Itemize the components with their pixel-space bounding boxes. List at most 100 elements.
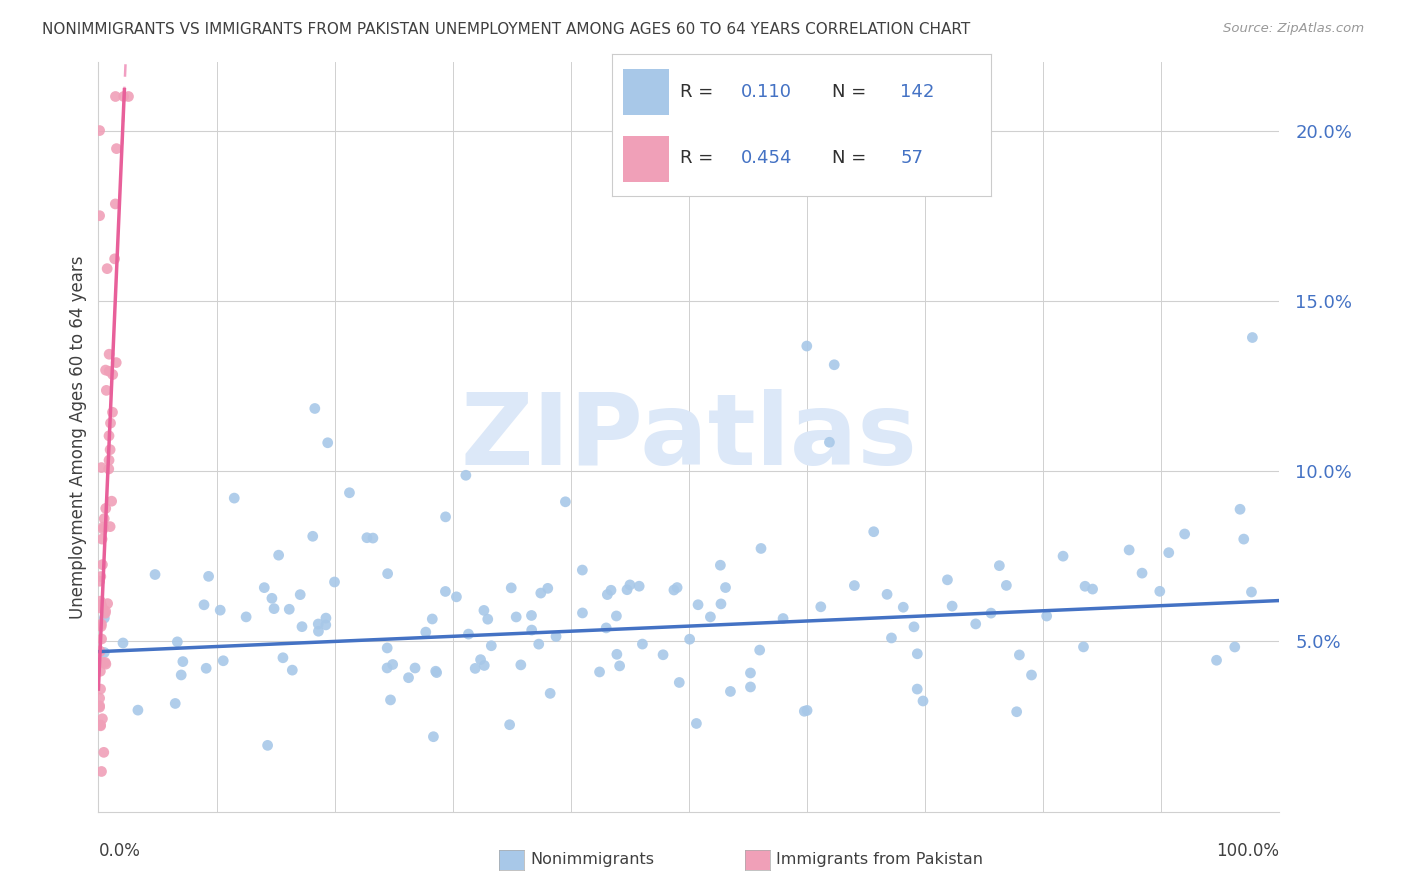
Text: NONIMMIGRANTS VS IMMIGRANTS FROM PAKISTAN UNEMPLOYMENT AMONG AGES 60 TO 64 YEARS: NONIMMIGRANTS VS IMMIGRANTS FROM PAKISTA…	[42, 22, 970, 37]
Point	[98, 364, 121, 378]
Point	[520, 623, 543, 637]
Point	[434, 584, 457, 599]
Point	[89, 594, 111, 608]
Point	[1157, 546, 1180, 560]
Point	[90, 617, 112, 632]
Point	[112, 89, 135, 103]
Point	[472, 658, 495, 673]
Point	[457, 627, 479, 641]
Point	[479, 639, 502, 653]
Point	[98, 519, 121, 533]
Point	[1081, 582, 1104, 596]
Point	[90, 764, 112, 779]
Point	[323, 574, 346, 589]
Point	[91, 655, 114, 669]
Point	[1005, 705, 1028, 719]
Point	[980, 606, 1002, 620]
Point	[94, 363, 117, 377]
Point	[256, 739, 278, 753]
Point	[749, 541, 772, 556]
Bar	[623, 70, 669, 115]
Point	[89, 644, 111, 658]
Point	[89, 698, 111, 713]
Point	[278, 602, 301, 616]
Point	[1074, 579, 1097, 593]
Point	[193, 598, 215, 612]
Point	[538, 686, 561, 700]
Point	[823, 358, 845, 372]
Point	[263, 601, 285, 615]
Text: Immigrants from Pakistan: Immigrants from Pakistan	[776, 853, 983, 867]
Point	[301, 529, 323, 543]
Point	[571, 563, 593, 577]
Point	[97, 597, 120, 611]
Point	[505, 610, 527, 624]
Point	[426, 665, 449, 680]
Point	[96, 261, 118, 276]
Point	[520, 608, 543, 623]
Point	[90, 598, 112, 612]
Point	[530, 586, 553, 600]
Text: R =: R =	[681, 83, 713, 101]
Point	[1205, 653, 1227, 667]
Point	[104, 89, 127, 103]
Point	[470, 653, 492, 667]
Point	[166, 635, 188, 649]
Point	[1021, 668, 1043, 682]
Point	[740, 680, 762, 694]
Point	[291, 620, 314, 634]
Point	[631, 637, 654, 651]
Point	[100, 494, 122, 508]
Point	[381, 657, 404, 672]
Point	[1174, 527, 1197, 541]
Point	[796, 339, 818, 353]
Point	[91, 522, 114, 536]
Point	[127, 703, 149, 717]
Point	[235, 610, 257, 624]
Point	[796, 703, 818, 717]
Point	[170, 668, 193, 682]
Point	[1240, 585, 1263, 599]
Point	[101, 368, 124, 382]
Text: Nonimmigrants: Nonimmigrants	[530, 853, 654, 867]
Point	[1052, 549, 1074, 563]
Point	[90, 682, 112, 697]
Point	[600, 583, 623, 598]
Point	[304, 401, 326, 416]
Point	[509, 657, 531, 672]
Point	[965, 616, 987, 631]
Point	[880, 631, 903, 645]
Point	[290, 588, 312, 602]
Point	[1241, 330, 1264, 344]
Y-axis label: Unemployment Among Ages 60 to 64 years: Unemployment Among Ages 60 to 64 years	[69, 255, 87, 619]
Point	[281, 663, 304, 677]
Point	[111, 636, 134, 650]
Point	[97, 462, 120, 476]
Text: 142: 142	[900, 83, 935, 101]
Point	[209, 603, 232, 617]
Point	[699, 610, 721, 624]
Point	[876, 587, 898, 601]
Point	[818, 435, 841, 450]
Point	[105, 355, 128, 369]
Point	[143, 567, 166, 582]
Text: N =: N =	[832, 149, 866, 167]
Point	[98, 347, 121, 361]
Point	[537, 582, 560, 596]
Point	[356, 531, 378, 545]
Point	[197, 569, 219, 583]
Point	[89, 600, 111, 615]
Point	[101, 405, 124, 419]
Point	[361, 531, 384, 545]
Point	[710, 597, 733, 611]
Point	[619, 578, 641, 592]
Point	[588, 665, 610, 679]
Point	[501, 581, 523, 595]
Point	[544, 630, 567, 644]
Point	[93, 745, 115, 759]
Point	[1073, 640, 1095, 654]
Point	[94, 657, 117, 672]
Point	[891, 600, 914, 615]
Point	[89, 123, 111, 137]
Point	[93, 511, 115, 525]
